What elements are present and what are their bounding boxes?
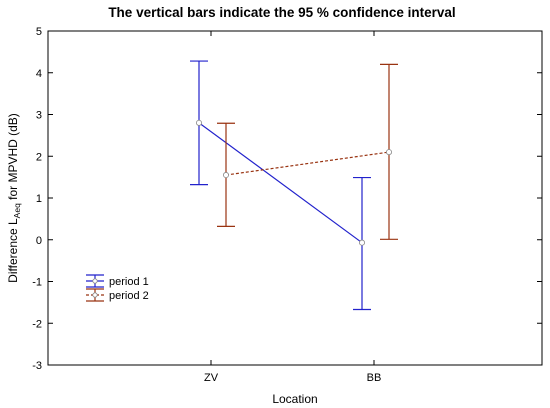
series-layer xyxy=(190,60,398,311)
y-tick-label: 4 xyxy=(36,68,42,80)
data-point xyxy=(222,172,229,179)
y-tick-label: 2 xyxy=(36,151,42,163)
series-1 xyxy=(190,60,371,311)
y-tick-label: 3 xyxy=(36,110,42,122)
y-tick-label: 5 xyxy=(36,26,42,38)
y-axis-label-rest: for MPVHD (dB) xyxy=(6,113,20,203)
data-point xyxy=(195,119,202,126)
legend-marker xyxy=(92,278,98,284)
x-axis-label: Location xyxy=(272,392,317,406)
series-line xyxy=(198,122,363,244)
y-tick-label: -3 xyxy=(32,360,42,372)
y-axis-label-subscript: Aeq xyxy=(12,203,22,218)
data-point xyxy=(358,239,365,246)
y-axis-label: Difference LAeq for MPVHD (dB) xyxy=(6,113,22,283)
y-axis: -3 -2 -1 0 1 2 3 4 5 xyxy=(32,26,542,372)
y-tick-label: -1 xyxy=(32,277,42,289)
legend-label: period 1 xyxy=(109,276,149,288)
plot-area xyxy=(47,30,543,366)
series-line xyxy=(225,151,390,176)
legend-item-2: period 2 xyxy=(86,288,149,302)
legend: period 1 period 2 xyxy=(86,274,149,302)
y-tick-label: 0 xyxy=(36,235,42,247)
y-tick-label: -2 xyxy=(32,318,42,330)
y-tick-label: 1 xyxy=(36,193,42,205)
x-tick-label: BB xyxy=(367,372,382,384)
y-axis-label-main: Difference L xyxy=(6,218,20,283)
x-axis: ZV BB xyxy=(204,31,381,384)
chart-title: The vertical bars indicate the 95 % conf… xyxy=(108,5,455,20)
legend-item-1: period 1 xyxy=(86,274,149,288)
data-point xyxy=(385,149,392,156)
legend-marker xyxy=(92,292,98,298)
series-2 xyxy=(217,63,398,240)
legend-label: period 2 xyxy=(109,290,149,302)
x-tick-label: ZV xyxy=(204,372,219,384)
